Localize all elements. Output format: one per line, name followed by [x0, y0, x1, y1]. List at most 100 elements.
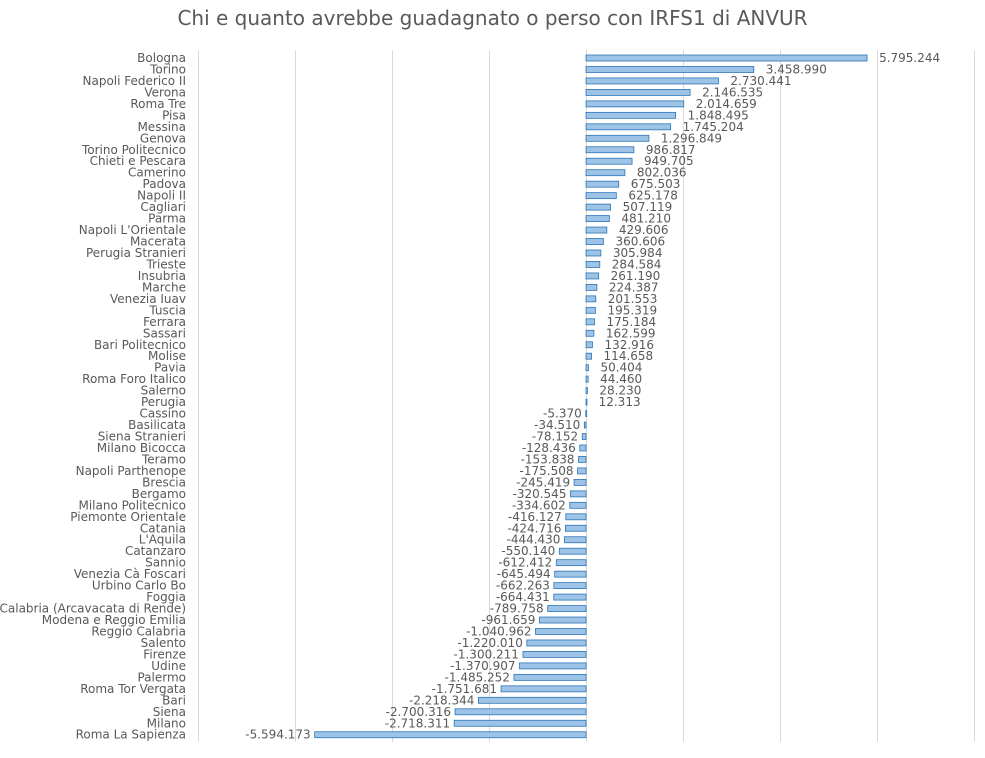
value-label: -5.594.173 [245, 728, 310, 742]
bar [555, 559, 587, 567]
bar [585, 410, 588, 417]
value-label: -175.508 [520, 464, 574, 478]
bar [581, 433, 587, 440]
category-label: Salento [141, 636, 186, 650]
value-label: 2.014.659 [696, 97, 757, 111]
bar [585, 352, 592, 360]
value-label: -664.431 [496, 590, 550, 604]
bar [585, 180, 620, 188]
bar [585, 215, 610, 222]
bar [585, 249, 602, 257]
category-label: Milano [147, 716, 186, 730]
bars [314, 54, 868, 739]
bar [585, 387, 588, 395]
bar [585, 238, 604, 245]
value-label: -2.718.311 [385, 716, 450, 730]
value-label: -245.419 [516, 475, 570, 489]
bar [585, 318, 595, 326]
value-label: -1.485.252 [445, 670, 510, 684]
bar [585, 283, 598, 291]
bar [558, 547, 587, 555]
value-label: -1.040.962 [466, 625, 531, 639]
value-label: 50.404 [600, 361, 642, 375]
value-label: 132.916 [604, 338, 654, 352]
category-label: Milano Bicocca [97, 441, 186, 455]
value-label: -78.152 [532, 430, 578, 444]
category-label: Napoli L'Orientale [79, 223, 186, 237]
bar [585, 54, 868, 62]
category-label: Sassari [143, 326, 186, 340]
value-label: -550.140 [501, 544, 555, 558]
bar [585, 77, 719, 85]
bar [585, 123, 672, 131]
category-label: Macerata [130, 235, 186, 249]
category-label: Perugia [141, 395, 186, 409]
bar [564, 536, 587, 544]
value-label: -1.300.211 [454, 647, 519, 661]
category-label: Basilicata [128, 418, 186, 432]
bar [547, 605, 587, 612]
bar [570, 490, 587, 498]
value-label: -34.510 [534, 418, 580, 432]
bar [535, 628, 587, 635]
value-label: -2.218.344 [409, 693, 474, 707]
bar [454, 708, 587, 716]
value-label: 201.553 [608, 292, 658, 306]
category-label: Cassino [139, 407, 186, 421]
value-label: 3.458.990 [766, 62, 827, 76]
bar [585, 375, 589, 383]
category-label: Catania [140, 521, 186, 535]
value-label: -128.436 [522, 441, 576, 455]
value-label: -153.838 [521, 452, 575, 466]
bar [553, 593, 587, 601]
category-label: Tuscia [148, 303, 186, 317]
bar [314, 731, 587, 739]
category-label: Parma [148, 212, 186, 226]
category-label: Genova [140, 131, 186, 145]
value-label: 114.658 [604, 349, 654, 363]
value-label: -1.370.907 [450, 659, 515, 673]
category-label: Pisa [162, 108, 186, 122]
value-label: 2.146.535 [702, 85, 763, 99]
bar [577, 467, 587, 475]
category-label: Venezia Iuav [110, 292, 186, 306]
value-label: 44.460 [600, 372, 642, 386]
bar [585, 134, 650, 142]
category-label: Reggio Calabria [91, 625, 186, 639]
value-label: 12.313 [599, 395, 641, 409]
value-label: -1.220.010 [457, 636, 522, 650]
category-label: Teramo [141, 452, 186, 466]
bar [578, 456, 587, 463]
value-label: 2.730.441 [730, 74, 791, 88]
category-label: Modena e Reggio Emilia [42, 613, 186, 627]
value-label: 162.599 [606, 326, 656, 340]
category-label: Roma Tre [130, 97, 186, 111]
category-label: Sannio [145, 556, 186, 570]
value-label: 675.503 [631, 177, 681, 191]
category-label: Trieste [145, 257, 186, 271]
value-labels: 5.795.244 3.458.9902.730.4412.146.5352.01… [245, 51, 940, 742]
category-label: Bari Politecnico [94, 338, 186, 352]
bar [585, 203, 611, 211]
category-label: Camerino [128, 166, 186, 180]
bar [583, 421, 587, 429]
category-label: Calabria (Arcavacata di Rende) [0, 602, 186, 616]
bar [565, 513, 587, 521]
value-label: 360.606 [615, 235, 665, 249]
value-label: 284.584 [612, 257, 662, 271]
category-label: Salerno [141, 384, 186, 398]
value-label: -645.494 [497, 567, 551, 581]
category-label: Messina [137, 120, 186, 134]
bar [519, 662, 587, 670]
category-label: Milano Politecnico [78, 498, 186, 512]
value-label: -1.751.681 [432, 682, 497, 696]
bar [500, 685, 587, 693]
chart-title: Chi e quanto avrebbe guadagnato o perso … [177, 6, 808, 30]
bar [553, 582, 587, 590]
category-label: Bologna [137, 51, 186, 65]
category-label: Piemonte Orientale [70, 510, 186, 524]
category-label: Molise [148, 349, 186, 363]
category-label: Roma Tor Vergata [80, 682, 186, 696]
category-label: Napoli Parthenope [76, 464, 186, 478]
